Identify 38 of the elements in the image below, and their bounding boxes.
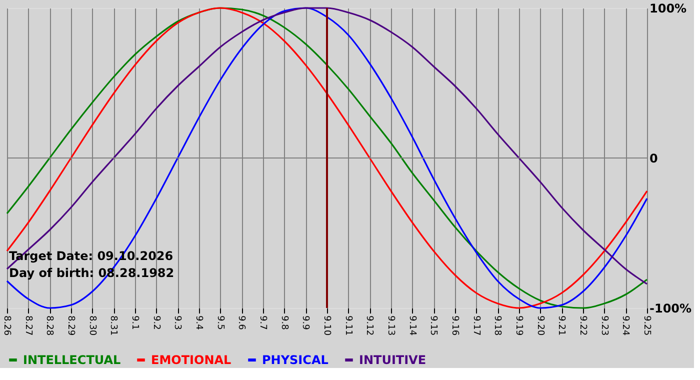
legend-label: PHYSICAL [262,353,329,367]
x-tick-label: 9.1 [130,316,140,330]
x-tick-label: 9.19 [514,316,524,336]
x-tick-label: 9.24 [620,316,630,336]
x-tick-label: 9.2 [150,316,161,330]
x-tick-label: 8.29 [66,316,76,336]
x-tick-label: 9.17 [470,316,481,336]
x-tick-label: 8.31 [108,316,118,336]
x-tick-label: 9.5 [214,316,225,330]
x-tick-label: 9.22 [578,316,588,336]
x-tick-label: 8.30 [86,316,97,336]
x-tick-label: 9.11 [342,316,353,336]
x-tick-label: 9.18 [492,316,502,336]
x-tick-label: 9.25 [642,316,652,336]
x-tick-label: 9.8 [278,316,289,330]
y-tick-label: 0 [650,152,658,166]
x-tick-label: 9.10 [322,316,332,336]
x-tick-label: 9.21 [556,316,566,336]
x-tick-label: 9.9 [300,316,310,330]
x-tick-label: 9.4 [194,316,204,330]
x-tick-label: 9.3 [172,316,182,330]
x-tick-label: 8.28 [44,316,54,336]
legend-label: INTUITIVE [359,353,426,367]
x-tick-label: 8.27 [22,316,33,336]
x-tick-label: 9.7 [258,316,268,330]
legend-label: EMOTIONAL [151,353,232,367]
legend-label: INTELLECTUAL [23,353,122,367]
x-tick-label: 9.16 [450,316,460,336]
x-tick-label: 9.12 [364,316,374,336]
x-tick-label: 9.20 [534,316,545,336]
x-tick-label: 9.15 [428,316,438,336]
y-tick-label: -100% [650,302,692,316]
x-tick-label: 9.6 [236,316,246,330]
x-tick-label: 9.14 [406,316,417,336]
y-tick-label: 100% [650,2,687,16]
x-tick-label: 8.26 [2,316,12,336]
x-tick-label: 9.13 [386,316,396,336]
x-tick-label: 9.23 [598,316,609,336]
